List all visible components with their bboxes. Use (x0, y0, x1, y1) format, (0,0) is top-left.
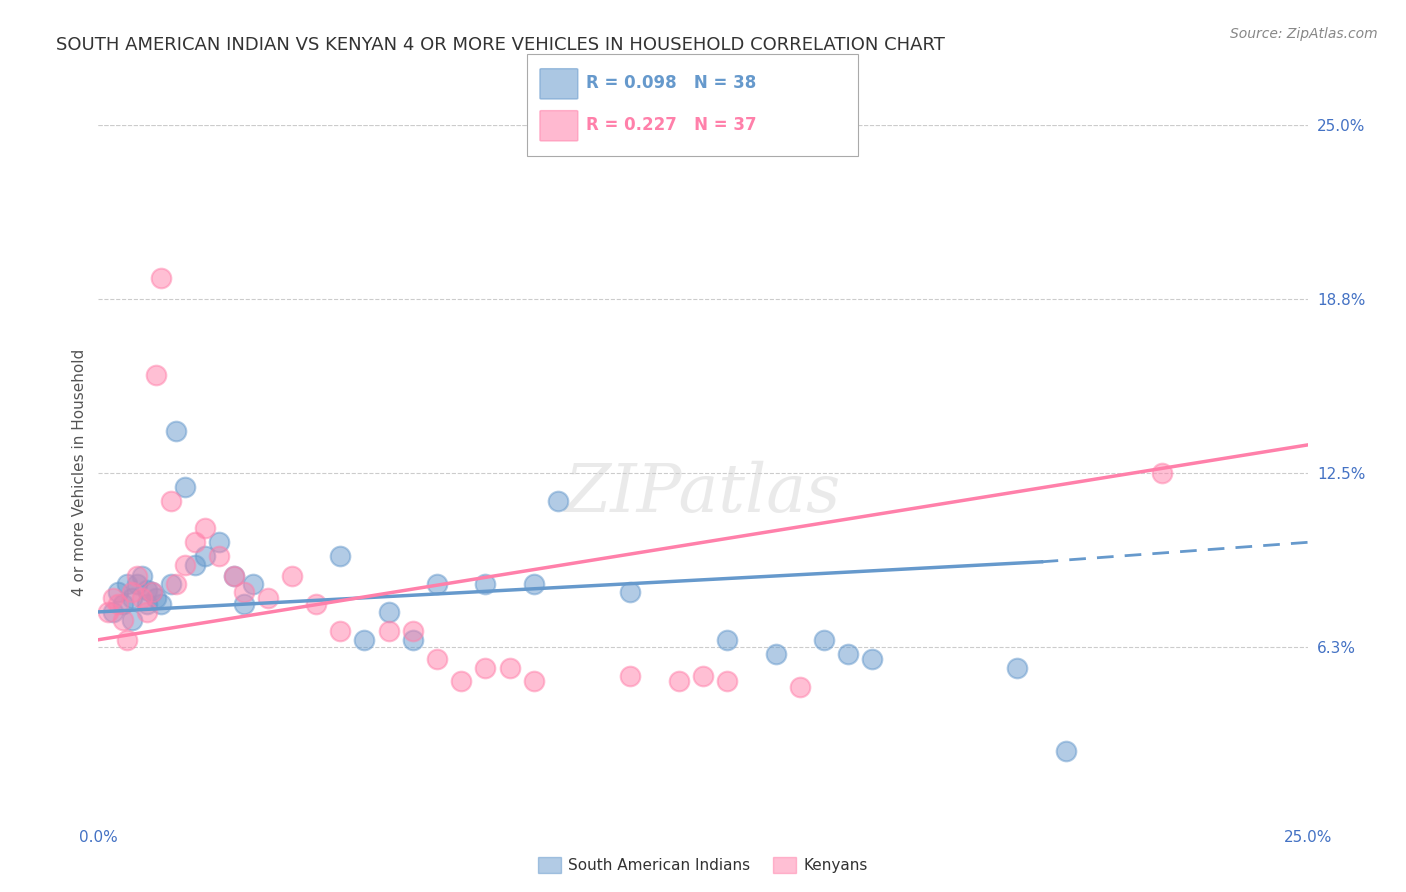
Point (107, 585, 129, 599)
Point (222, 568, 245, 582)
Point (765, 647, 787, 661)
Point (194, 521, 217, 535)
Point (208, 549, 231, 564)
Point (160, 493, 183, 508)
Point (329, 624, 352, 639)
Point (716, 674, 738, 689)
Point (208, 535, 231, 549)
Point (619, 585, 641, 599)
Text: R = 0.227   N = 37: R = 0.227 N = 37 (586, 116, 756, 134)
Point (402, 624, 425, 639)
Point (789, 680, 811, 694)
Point (692, 669, 714, 683)
Point (426, 652, 449, 666)
Point (281, 568, 304, 582)
Point (165, 424, 187, 438)
Point (97, 605, 120, 619)
Point (523, 674, 546, 689)
Point (377, 605, 399, 619)
Point (813, 632, 835, 647)
Point (523, 577, 546, 591)
Point (145, 368, 167, 383)
Point (117, 632, 139, 647)
Point (101, 605, 124, 619)
Point (426, 577, 449, 591)
Point (135, 597, 157, 611)
Point (242, 577, 264, 591)
Point (150, 271, 173, 285)
Point (619, 669, 641, 683)
Point (184, 535, 207, 549)
Point (860, 652, 883, 666)
Point (194, 549, 217, 564)
Point (145, 591, 167, 605)
Point (474, 660, 496, 674)
Point (160, 577, 183, 591)
Point (165, 577, 187, 591)
Point (111, 613, 134, 627)
Point (547, 493, 569, 508)
Point (121, 585, 143, 599)
Point (305, 597, 328, 611)
Text: SOUTH AMERICAN INDIAN VS KENYAN 4 OR MORE VEHICLES IN HOUSEHOLD CORRELATION CHAR: SOUTH AMERICAN INDIAN VS KENYAN 4 OR MOR… (56, 36, 945, 54)
Point (150, 597, 173, 611)
Point (117, 577, 139, 591)
Point (498, 660, 520, 674)
Point (135, 582, 157, 597)
Y-axis label: 4 or more Vehicles in Household: 4 or more Vehicles in Household (72, 349, 87, 597)
Point (837, 647, 859, 661)
Point (174, 558, 197, 572)
Point (121, 613, 143, 627)
Point (232, 585, 254, 599)
Point (135, 605, 157, 619)
Point (377, 624, 399, 639)
Point (107, 597, 129, 611)
Point (127, 568, 149, 582)
Point (329, 549, 352, 564)
Point (101, 591, 124, 605)
Point (127, 577, 149, 591)
Point (184, 558, 207, 572)
Point (141, 585, 163, 599)
Point (111, 597, 134, 611)
Point (716, 632, 738, 647)
Point (131, 591, 153, 605)
Point (1152, 466, 1174, 480)
Point (1007, 660, 1029, 674)
Text: Source: ZipAtlas.com: Source: ZipAtlas.com (1230, 27, 1378, 41)
Point (474, 577, 496, 591)
Point (222, 568, 245, 582)
Point (1054, 744, 1077, 758)
Point (131, 568, 153, 582)
Point (174, 480, 197, 494)
Point (141, 585, 163, 599)
Point (121, 591, 143, 605)
Text: ZIPatlas: ZIPatlas (565, 461, 841, 526)
Point (402, 632, 425, 647)
Legend: South American Indians, Kenyans: South American Indians, Kenyans (531, 851, 875, 880)
Text: R = 0.098   N = 38: R = 0.098 N = 38 (586, 74, 756, 92)
Point (668, 674, 690, 689)
Point (256, 591, 278, 605)
Point (232, 597, 254, 611)
Point (450, 674, 472, 689)
Point (353, 632, 375, 647)
